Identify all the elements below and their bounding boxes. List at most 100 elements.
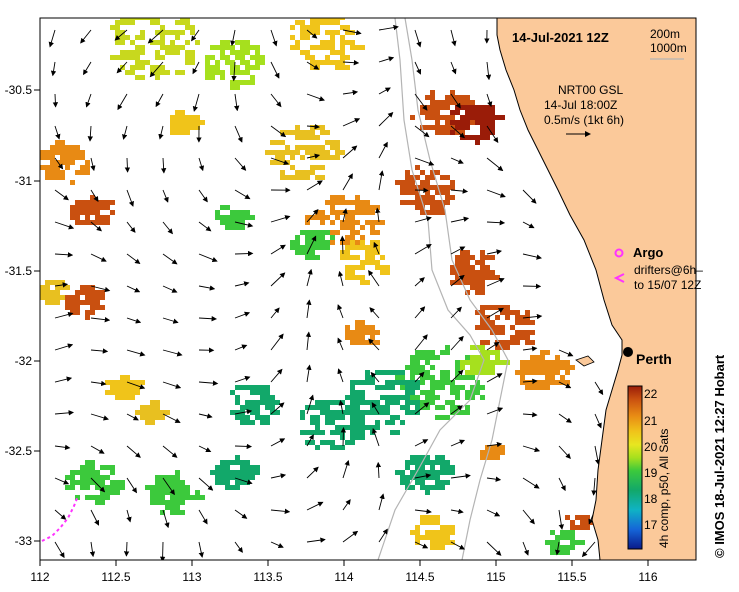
current-arrow — [306, 501, 324, 511]
current-arrow — [198, 253, 218, 263]
sst-pixel — [495, 115, 505, 120]
current-arrow — [486, 157, 504, 172]
sst-pixel — [350, 270, 355, 275]
sst-pixel — [360, 205, 370, 210]
sst-pixel — [70, 485, 75, 490]
svg-text:-33: -33 — [15, 534, 33, 548]
sst-pixel — [465, 100, 475, 105]
sst-pixel — [380, 410, 385, 415]
current-arrow — [414, 541, 429, 549]
current-arrow — [378, 87, 391, 95]
sst-pixel — [295, 145, 300, 150]
sst-pixel — [475, 390, 480, 395]
sst-pixel — [75, 495, 80, 500]
sst-pixel — [420, 110, 430, 115]
current-arrow — [191, 29, 200, 42]
sst-pixel — [250, 75, 255, 80]
sst-pixel — [225, 225, 230, 230]
sst-pixel — [205, 65, 215, 70]
sst-pixel — [430, 380, 440, 385]
sst-pixel — [135, 380, 145, 385]
sst-pixel — [225, 40, 230, 45]
sst-pixel — [350, 200, 360, 205]
sst-pixel — [305, 25, 315, 30]
current-arrow — [116, 61, 128, 74]
sst-pixel — [310, 30, 315, 35]
sst-pixel — [395, 180, 400, 185]
sst-pixel — [370, 330, 380, 335]
sst-pixel — [215, 470, 220, 475]
sst-pixel — [395, 395, 405, 400]
sst-pixel — [430, 195, 435, 200]
sst-pixel — [380, 265, 385, 270]
current-arrow — [378, 170, 385, 191]
sst-pixel — [295, 240, 300, 245]
sst-pixel — [510, 335, 515, 340]
sst-pixel — [335, 18, 345, 20]
sst-pixel — [545, 375, 550, 380]
date-label: 14-Jul-2021 12Z — [512, 30, 609, 45]
sst-pixel — [420, 170, 425, 175]
sst-pixel — [330, 410, 340, 415]
sst-pixel — [120, 395, 125, 400]
sst-pixel — [290, 150, 300, 155]
sst-pixel — [80, 205, 85, 210]
sst-pixel — [320, 220, 325, 225]
sst-pixel — [345, 250, 350, 255]
svg-text:115: 115 — [486, 570, 505, 584]
sst-pixel — [235, 410, 240, 415]
current-arrow — [522, 378, 538, 384]
sst-pixel — [230, 475, 240, 480]
sst-pixel — [510, 310, 520, 315]
sst-pixel — [475, 140, 480, 145]
sst-pixel — [410, 355, 420, 360]
sst-pixel — [485, 365, 495, 370]
sst-pixel — [290, 155, 295, 160]
sst-pixel — [450, 265, 455, 270]
sst-pixel — [325, 30, 330, 35]
current-arrow — [414, 473, 432, 479]
current-arrow — [522, 445, 541, 453]
sst-pixel — [365, 325, 375, 330]
sst-pixel — [120, 390, 130, 395]
plot-frame — [39, 17, 697, 561]
sst-pixel — [280, 175, 290, 180]
sst-pixel — [350, 435, 360, 440]
sst-pixel — [305, 240, 315, 245]
sst-pixel — [485, 320, 490, 325]
sst-pixel — [450, 95, 455, 100]
sst-pixel — [310, 170, 315, 175]
svg-text:114: 114 — [334, 570, 353, 584]
sst-pixel — [480, 270, 485, 275]
current-arrow — [90, 509, 100, 526]
sst-pixel — [325, 245, 330, 250]
current-arrow — [522, 509, 535, 525]
current-arrow — [90, 253, 107, 262]
sst-pixel — [445, 195, 455, 200]
sst-pixel — [250, 390, 260, 395]
sst-pixel — [310, 20, 315, 25]
sst-pixel — [120, 385, 125, 390]
sst-pixel — [215, 70, 220, 75]
current-arrow — [270, 402, 285, 415]
sst-pixel — [375, 370, 385, 375]
current-arrow — [342, 145, 358, 159]
current-arrow — [234, 221, 254, 228]
sst-pixel — [480, 305, 485, 310]
sst-pixel — [480, 320, 485, 325]
sst-pixel — [80, 220, 90, 225]
sst-pixel — [470, 355, 480, 360]
sst-pixel — [340, 55, 350, 60]
current-arrow — [306, 299, 312, 319]
current-arrow — [162, 189, 169, 203]
sst-pixel — [185, 40, 190, 45]
sst-pixel — [410, 360, 420, 365]
sst-pixel — [440, 130, 445, 135]
sst-pixel — [405, 390, 415, 395]
sst-pixel — [155, 490, 165, 495]
city-label-perth: Perth — [636, 351, 672, 367]
sst-pixel — [520, 380, 525, 385]
sst-pixel — [350, 215, 355, 220]
sst-pixel — [160, 65, 165, 70]
sst-pixel — [140, 410, 145, 415]
